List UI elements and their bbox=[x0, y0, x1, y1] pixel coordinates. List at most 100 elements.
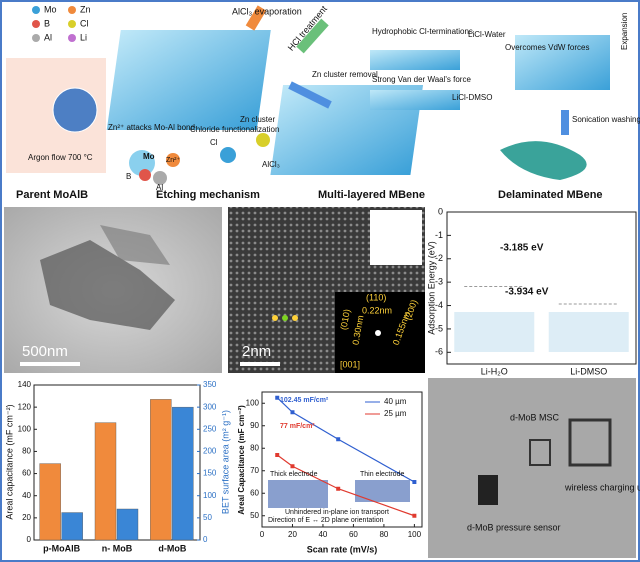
layers bbox=[106, 30, 271, 130]
y-tick-label: 100 bbox=[18, 424, 32, 433]
marker bbox=[290, 464, 295, 469]
y-tick-label: 90 bbox=[250, 421, 259, 430]
y2-axis-label: BET surface area (m² g⁻¹) bbox=[220, 410, 230, 514]
molecule-image bbox=[548, 312, 629, 352]
label: AlCl₃ evaporation bbox=[232, 6, 302, 16]
x-tick-label: 0 bbox=[260, 530, 265, 539]
y-tick-label: 20 bbox=[22, 513, 31, 522]
atom-label: AlCl₃ bbox=[262, 160, 280, 169]
annotation: 102.45 mF/cm² bbox=[280, 397, 329, 404]
annotation: 77 mF/cm² bbox=[280, 423, 315, 430]
stage-title: Multi-layered MBene bbox=[318, 189, 425, 201]
atom bbox=[282, 315, 288, 321]
marker bbox=[275, 395, 280, 400]
line bbox=[276, 397, 415, 483]
electrode-image bbox=[355, 480, 410, 502]
y2-tick-label: 0 bbox=[203, 535, 208, 544]
annotation: Unhindered in-plane ion transport bbox=[285, 509, 389, 516]
label: Overcomes VdW forces bbox=[505, 43, 589, 52]
x-tick-label: 60 bbox=[349, 530, 358, 539]
saed-label: (010) bbox=[338, 308, 351, 330]
arrow bbox=[245, 5, 267, 31]
marker bbox=[336, 486, 341, 491]
layers bbox=[370, 90, 460, 110]
arrow bbox=[288, 81, 332, 109]
x-tick-label: Li-DMSO bbox=[570, 366, 607, 376]
saed-label: (110) bbox=[366, 292, 386, 302]
annotation: Thick electrode bbox=[270, 471, 318, 478]
bar bbox=[94, 422, 117, 541]
x-tick-label: 100 bbox=[408, 530, 422, 539]
label: Argon flow 700 °C bbox=[28, 153, 93, 162]
y-tick-label: 140 bbox=[18, 380, 32, 389]
arrow bbox=[296, 18, 329, 54]
atom-label: Mo bbox=[143, 152, 155, 161]
electrode-image bbox=[268, 480, 328, 508]
annotation: Direction of E ↔ 2D plane orientation bbox=[268, 517, 384, 524]
atom bbox=[139, 169, 151, 181]
y2-tick-label: 150 bbox=[203, 469, 217, 478]
label: Expansion bbox=[620, 13, 629, 50]
x-tick-label: p-MoAlB bbox=[43, 543, 80, 553]
y-tick-label: 50 bbox=[250, 511, 259, 520]
y-tick-label: 60 bbox=[22, 469, 31, 478]
atom bbox=[292, 315, 298, 321]
structure-inset bbox=[370, 210, 422, 265]
label: LiCl-DMSO bbox=[452, 93, 492, 102]
layers bbox=[370, 50, 460, 70]
molecule-image bbox=[454, 312, 535, 352]
x-tick-label: n- MoB bbox=[102, 543, 133, 553]
y-tick-label: 120 bbox=[18, 402, 32, 411]
coil bbox=[568, 418, 612, 467]
y-tick-label: 40 bbox=[22, 491, 31, 500]
marker bbox=[275, 453, 280, 457]
marker bbox=[290, 410, 295, 415]
label: Hydrophobic Cl-terminations bbox=[372, 27, 473, 36]
saed-spot bbox=[375, 330, 381, 336]
legend-dot bbox=[68, 6, 76, 14]
atom-label: Zn²⁺ bbox=[166, 157, 181, 164]
y-tick-label: -3 bbox=[435, 277, 443, 287]
bar bbox=[61, 512, 83, 541]
atom bbox=[256, 133, 270, 147]
x-tick-label: Li-H₂O bbox=[481, 366, 508, 376]
legend-dot bbox=[68, 34, 76, 42]
legend-dot bbox=[32, 34, 40, 42]
y-tick-label: 0 bbox=[438, 206, 443, 216]
legend-label: Li bbox=[80, 32, 87, 42]
legend-label: Mo bbox=[44, 4, 57, 14]
scale-label: 500nm bbox=[22, 343, 68, 360]
x-axis-label: Scan rate (mV/s) bbox=[307, 544, 378, 554]
device-label: wireless charging unit bbox=[564, 482, 640, 492]
legend-label: Cl bbox=[80, 18, 89, 28]
legend-dot bbox=[68, 20, 76, 28]
bar bbox=[39, 463, 61, 541]
label: LiCl-Water bbox=[468, 30, 506, 39]
y-tick-label: 100 bbox=[246, 398, 260, 407]
label: Sonication washing drying bbox=[572, 115, 640, 124]
scale-label: 2nm bbox=[242, 343, 271, 360]
y-tick-label: -1 bbox=[435, 230, 443, 240]
value-label: -3.934 eV bbox=[505, 287, 549, 298]
y-tick-label: -6 bbox=[435, 347, 443, 357]
device-label: d-MoB MSC bbox=[510, 412, 560, 422]
legend-dot bbox=[32, 6, 40, 14]
y2-tick-label: 50 bbox=[203, 513, 212, 522]
y-axis-label: Areal Capacitance (mF cm⁻²) bbox=[237, 405, 246, 515]
device-label: d-MoB pressure sensor bbox=[467, 522, 561, 532]
crystal bbox=[52, 87, 98, 133]
plot-area bbox=[261, 391, 423, 528]
scale-bar bbox=[20, 362, 80, 366]
layers bbox=[515, 35, 610, 90]
annotation: Thin electrode bbox=[360, 471, 404, 478]
y-tick-label: -5 bbox=[435, 323, 443, 333]
photo bbox=[428, 378, 636, 558]
y-tick-label: 80 bbox=[22, 447, 31, 456]
y2-tick-label: 350 bbox=[203, 380, 217, 389]
value-label: -3.185 eV bbox=[500, 243, 544, 254]
atom bbox=[129, 150, 155, 176]
y-axis-label: Areal capacitance (mF cm⁻²) bbox=[4, 404, 14, 519]
bar bbox=[172, 406, 194, 541]
